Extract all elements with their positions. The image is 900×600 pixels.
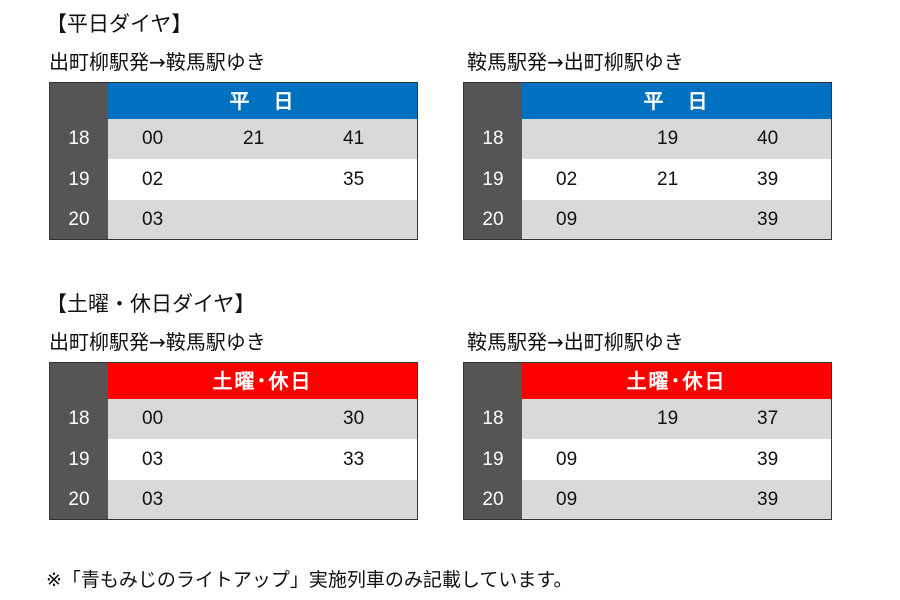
hour-label: 18	[482, 128, 504, 149]
departure-minute: 02	[556, 169, 578, 190]
timetable-row: 20 09 39	[464, 480, 831, 519]
timetable-header: 土曜･休日	[522, 363, 831, 399]
hour-label: 18	[482, 408, 504, 429]
timetable-header: 平 日	[522, 83, 831, 119]
timetable-row: 18 19 40	[464, 119, 831, 159]
timetable-row: 20 03	[50, 200, 417, 239]
departure-minute: 00	[142, 408, 164, 429]
row-background	[108, 119, 417, 159]
holiday-timetable-demachiyanagi: 土曜･休日 18 00 30 19 03 33 20 03	[49, 362, 418, 520]
hour-column	[464, 363, 522, 519]
weekday-timetable-kurama: 平 日 18 19 40 19 02 21 39 20 09 39	[463, 82, 832, 240]
hour-column	[464, 83, 522, 239]
timetable-row: 18 00 21 41	[50, 119, 417, 159]
row-background	[522, 440, 831, 480]
departure-minute: 19	[657, 128, 679, 149]
row-background	[108, 160, 417, 200]
departure-minute: 21	[243, 128, 265, 149]
row-background	[108, 480, 417, 519]
row-background	[522, 119, 831, 159]
hour-label: 20	[482, 489, 504, 510]
timetable-row: 19 02 35	[50, 160, 417, 200]
holiday-route-kurama: 鞍馬駅発→出町柳駅ゆき	[467, 330, 684, 354]
weekday-route-demachiyanagi: 出町柳駅発→鞍馬駅ゆき	[49, 50, 266, 74]
hour-label: 18	[68, 408, 90, 429]
departure-minute: 03	[142, 209, 164, 230]
hour-label: 19	[68, 449, 90, 470]
departure-minute: 00	[142, 128, 164, 149]
row-background	[108, 399, 417, 439]
departure-minute: 09	[556, 489, 578, 510]
departure-minute: 39	[757, 449, 779, 470]
departure-minute: 40	[757, 128, 779, 149]
departure-minute: 41	[343, 128, 365, 149]
timetable-row: 20 03	[50, 480, 417, 519]
weekday-route-kurama: 鞍馬駅発→出町柳駅ゆき	[467, 50, 684, 74]
timetable-row: 18 19 37	[464, 399, 831, 439]
hour-column	[50, 363, 108, 519]
departure-minute: 02	[142, 169, 164, 190]
hour-label: 18	[68, 128, 90, 149]
row-background	[522, 480, 831, 519]
departure-minute: 33	[343, 449, 365, 470]
timetable-header: 土曜･休日	[108, 363, 417, 399]
row-background	[522, 160, 831, 200]
row-background	[522, 200, 831, 239]
timetable-header: 平 日	[108, 83, 417, 119]
row-background	[108, 200, 417, 239]
timetable-row: 19 03 33	[50, 440, 417, 480]
departure-minute: 30	[343, 408, 365, 429]
departure-minute: 19	[657, 408, 679, 429]
hour-label: 20	[68, 489, 90, 510]
departure-minute: 39	[757, 209, 779, 230]
departure-minute: 09	[556, 209, 578, 230]
hour-label: 19	[482, 169, 504, 190]
hour-label: 19	[68, 169, 90, 190]
row-background	[522, 399, 831, 439]
hour-label: 20	[482, 209, 504, 230]
row-background	[108, 440, 417, 480]
departure-minute: 03	[142, 489, 164, 510]
timetable-row: 19 09 39	[464, 440, 831, 480]
timetable-row: 19 02 21 39	[464, 160, 831, 200]
holiday-route-demachiyanagi: 出町柳駅発→鞍馬駅ゆき	[49, 330, 266, 354]
departure-minute: 03	[142, 449, 164, 470]
weekday-timetable-demachiyanagi: 平 日 18 00 21 41 19 02 35 20 03	[49, 82, 418, 240]
timetable-row: 18 00 30	[50, 399, 417, 439]
departure-minute: 09	[556, 449, 578, 470]
departure-minute: 21	[657, 169, 679, 190]
hour-label: 20	[68, 209, 90, 230]
departure-minute: 39	[757, 169, 779, 190]
departure-minute: 39	[757, 489, 779, 510]
weekday-section-title: 【平日ダイヤ】	[46, 12, 193, 36]
holiday-section-title: 【土曜・休日ダイヤ】	[46, 292, 256, 316]
hour-column	[50, 83, 108, 239]
footnote: ※「青もみじのライトアップ」実施列車のみ記載しています。	[46, 569, 573, 591]
holiday-timetable-kurama: 土曜･休日 18 19 37 19 09 39 20 09 39	[463, 362, 832, 520]
hour-label: 19	[482, 449, 504, 470]
timetable-row: 20 09 39	[464, 200, 831, 239]
departure-minute: 35	[343, 169, 365, 190]
departure-minute: 37	[757, 408, 779, 429]
